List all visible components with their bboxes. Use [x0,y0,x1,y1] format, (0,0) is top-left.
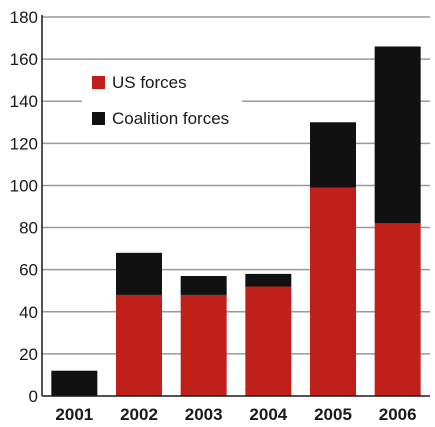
bar-2003-us [180,294,227,396]
y-tick-label-140: 140 [10,92,38,111]
x-tick-labels: 2001 2002 2003 2004 2005 2006 [55,405,416,424]
y-tick-label-100: 100 [10,176,38,195]
x-tick-label-2002: 2002 [120,405,158,424]
legend-background [82,64,242,138]
y-tick-label-120: 120 [10,134,38,153]
x-tick-label-2001: 2001 [55,405,93,424]
bar-2005-us [310,187,356,396]
x-tick-label-2006: 2006 [379,405,417,424]
y-tick-label-60: 60 [19,261,38,280]
y-tick-label-160: 160 [10,50,38,69]
bar-2005-coalition [310,122,356,188]
bar-2004-us [245,286,292,396]
legend-swatch-coalition [92,112,105,125]
y-tick-label-80: 80 [19,219,38,238]
bar-2001-coalition [51,370,98,396]
bar-2003-coalition [180,275,227,295]
legend: US forces Coalition forces [82,64,242,138]
y-tick-labels: 0 20 40 60 80 100 120 140 160 180 [10,8,38,406]
y-tick-label-0: 0 [29,387,38,406]
x-tick-label-2004: 2004 [249,405,287,424]
bars [51,46,421,396]
bar-2006-coalition [374,46,421,224]
y-tick-label-20: 20 [19,345,38,364]
x-tick-label-2003: 2003 [185,405,223,424]
bar-2002-coalition [116,252,162,295]
legend-label-coalition: Coalition forces [112,109,229,128]
y-tick-label-180: 180 [10,8,38,27]
bar-2004-coalition [245,273,292,287]
x-tick-label-2005: 2005 [314,405,352,424]
axes [41,15,430,397]
legend-swatch-us [92,76,105,89]
legend-label-us: US forces [112,73,187,92]
bar-2002-us [116,294,162,396]
y-tick-label-40: 40 [19,303,38,322]
bar-2006-us [374,223,421,396]
